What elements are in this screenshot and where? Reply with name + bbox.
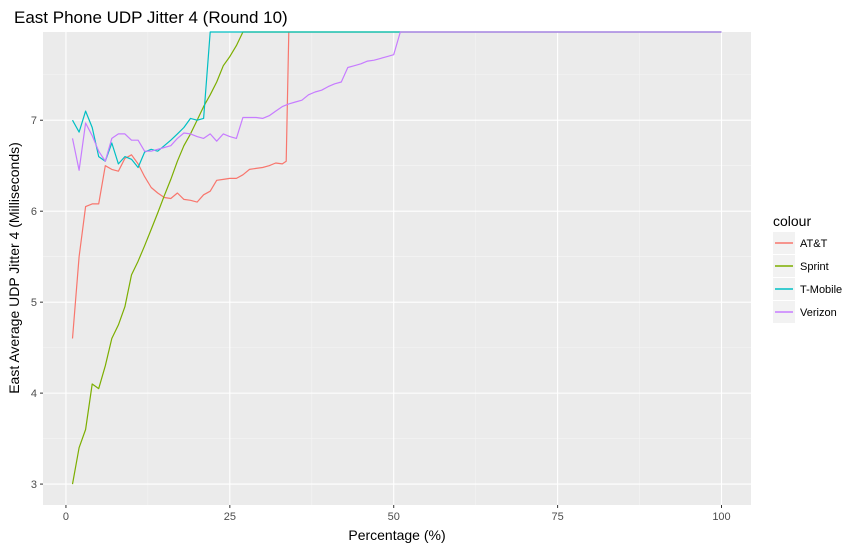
x-tick-label: 25: [224, 511, 236, 523]
plot-panel: [43, 32, 751, 505]
y-tick-label: 4: [31, 388, 37, 400]
y-tick-label: 7: [31, 115, 37, 127]
y-tick-label: 6: [31, 206, 37, 218]
legend-label-at-t: AT&T: [800, 238, 828, 250]
series-line-at-t: [71, 31, 290, 339]
y-axis-ticks: 3 4 5 6 7: [31, 115, 43, 491]
grid-major: [43, 32, 751, 505]
x-tick-label: 0: [63, 511, 69, 523]
x-tick-label: 75: [551, 511, 563, 523]
legend-label-sprint: Sprint: [800, 261, 829, 273]
y-tick-label: 5: [31, 297, 37, 309]
series-line-sprint: [71, 31, 722, 485]
legend-label-verizon: Verizon: [800, 307, 837, 319]
y-tick-label: 3: [31, 479, 37, 491]
grid-minor: [43, 32, 751, 505]
x-tick-label: 50: [388, 511, 400, 523]
x-axis-ticks: 0 25 50 75 100: [63, 505, 731, 523]
x-axis-title: Percentage (%): [348, 527, 445, 543]
y-axis-title: East Average UDP Jitter 4 (Milliseconds): [6, 142, 22, 394]
series-group: [71, 31, 722, 485]
legend-title: colour: [773, 213, 811, 229]
legend-label-t-mobile: T-Mobile: [800, 284, 842, 296]
legend: colour AT&T Sprint T-Mobile Verizon: [773, 213, 842, 323]
chart-title: East Phone UDP Jitter 4 (Round 10): [14, 8, 288, 27]
series-line-verizon: [71, 31, 722, 171]
x-tick-label: 100: [712, 511, 730, 523]
